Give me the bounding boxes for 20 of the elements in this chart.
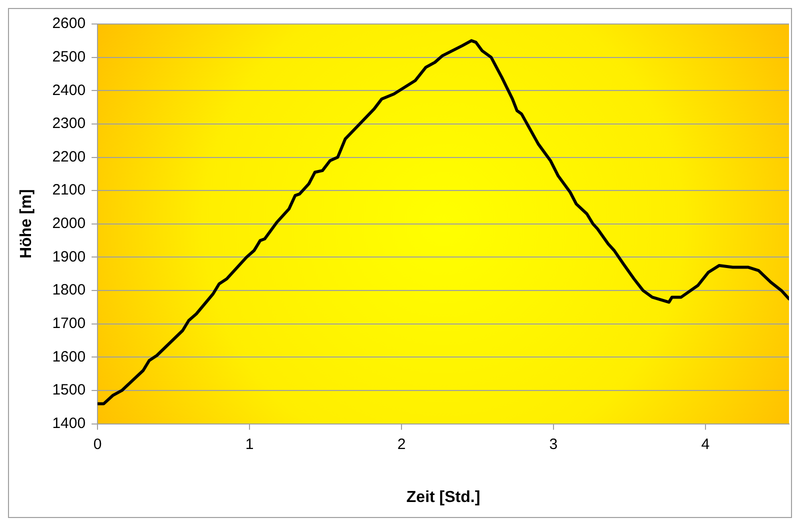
y-tick-label: 2600 xyxy=(52,15,86,32)
x-tick-label: 3 xyxy=(549,436,558,453)
x-tick-label: 0 xyxy=(93,436,102,453)
y-tick-label: 2500 xyxy=(52,48,86,66)
x-tick-label: 1 xyxy=(245,436,254,453)
x-tick-label: 2 xyxy=(397,436,406,453)
y-tick-label: 1800 xyxy=(52,282,86,299)
y-tick-label: 2100 xyxy=(52,182,86,199)
x-axis-title: Zeit [Std.] xyxy=(406,488,480,506)
y-tick-label: 1500 xyxy=(52,382,86,399)
y-tick-label: 2200 xyxy=(52,148,86,166)
y-axis-title: Höhe [m] xyxy=(18,189,36,259)
y-tick-label: 1400 xyxy=(52,414,86,432)
y-tick-label: 2000 xyxy=(52,215,86,232)
y-tick-label: 1900 xyxy=(52,248,86,266)
x-tick-label: 4 xyxy=(701,436,710,453)
y-tick-label: 1700 xyxy=(52,314,86,332)
y-tick-label: 2300 xyxy=(52,115,86,132)
y-tick-label: 2400 xyxy=(52,82,86,99)
y-tick-label: 1600 xyxy=(52,348,86,366)
